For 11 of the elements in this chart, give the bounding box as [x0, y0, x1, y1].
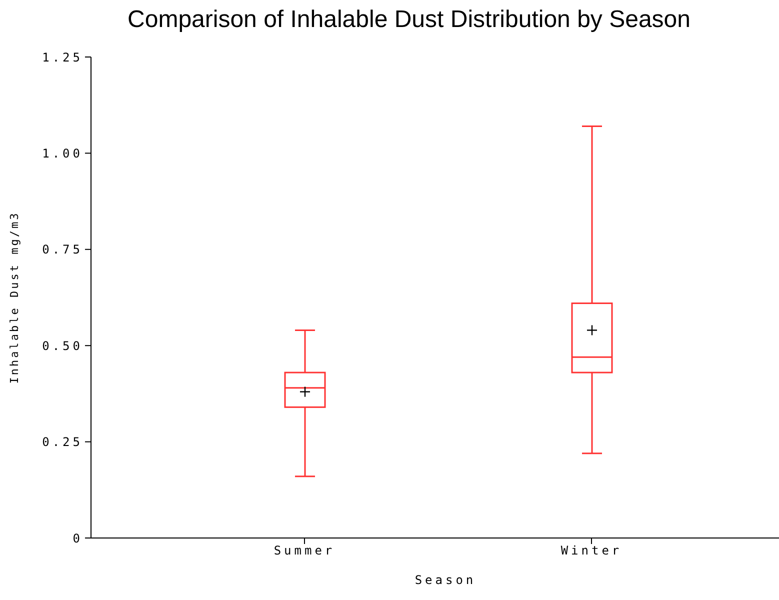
- y-axis-title: Inhalable Dust mg/m3: [8, 211, 21, 384]
- y-tick-label: 0.25: [42, 435, 83, 450]
- y-tick-label: 1.25: [42, 50, 83, 64]
- chart-title: Comparison of Inhalable Dust Distribution by Season: [126, 6, 692, 34]
- y-tick-label: 0.75: [42, 242, 83, 257]
- y-tick-label: 0: [72, 531, 83, 546]
- y-tick-label: 0.50: [42, 338, 83, 353]
- x-tick-label: Summer: [274, 544, 336, 558]
- x-tick-label: Winter: [560, 544, 622, 558]
- y-tick-label: 1.00: [42, 146, 83, 160]
- x-axis-title: Season: [414, 573, 476, 587]
